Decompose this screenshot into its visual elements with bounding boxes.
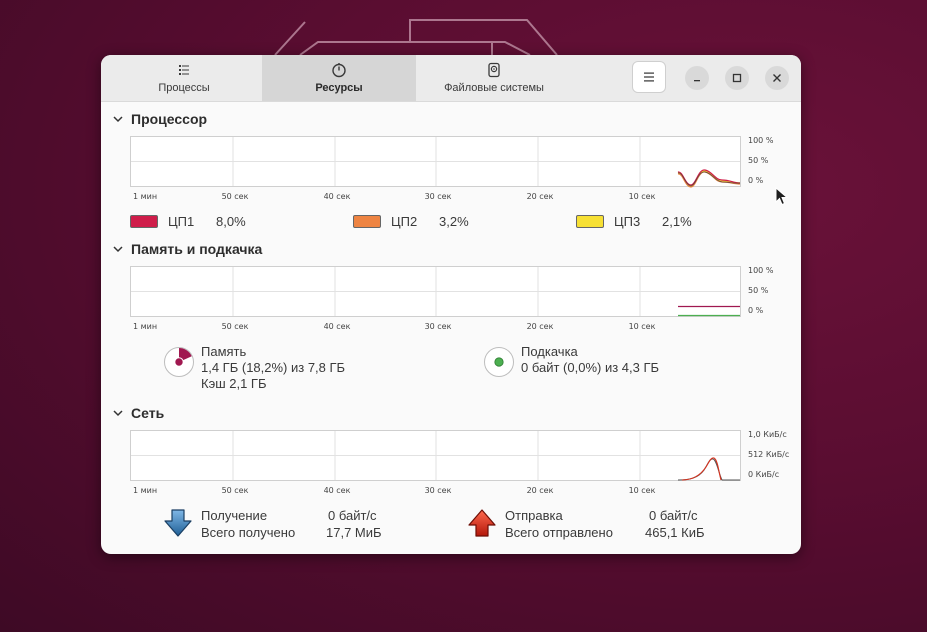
memory-history-graph	[130, 266, 741, 317]
cpu1-legend: ЦП1 8,0%	[130, 214, 246, 229]
hamburger-icon	[644, 72, 654, 82]
memory-label: Память	[201, 344, 247, 359]
cpu-x-label: 20 сек	[526, 192, 554, 201]
send-total-label: Всего отправлено	[505, 525, 613, 540]
memory-y-label: 100 %	[748, 266, 774, 275]
cpu1-name: ЦП1	[168, 214, 195, 229]
cpu-y-label: 0 %	[748, 176, 764, 185]
network-y-label: 512 КиБ/с	[748, 450, 790, 459]
send-total: 465,1 КиБ	[645, 525, 705, 540]
memory-info: Память 1,4 ГБ (18,2%) из 7,8 ГБ Кэш 2,1 …	[163, 344, 345, 392]
send-rate: 0 байт/с	[649, 508, 698, 523]
network-x-label: 50 сек	[221, 486, 249, 495]
network-x-label: 20 сек	[526, 486, 554, 495]
cpu2-value: 3,2%	[439, 214, 469, 229]
memory-x-label: 20 сек	[526, 322, 554, 331]
receive-label: Получение	[201, 508, 268, 523]
memory-pie-icon[interactable]	[163, 346, 195, 378]
chevron-down-icon	[113, 246, 123, 253]
network-history-graph	[130, 430, 741, 481]
receive-total-label: Всего получено	[201, 525, 296, 540]
network-x-label: 10 сек	[628, 486, 656, 495]
tab-resources-label: Ресурсы	[315, 82, 363, 94]
minimize-button[interactable]	[685, 66, 709, 90]
header-bar: Процессы Ресурсы Файловые системы	[101, 55, 801, 102]
network-x-label: 1 мин	[133, 486, 158, 495]
send-label: Отправка	[505, 508, 563, 523]
cpu2-name: ЦП2	[391, 214, 418, 229]
main-menu-button[interactable]	[632, 61, 666, 93]
memory-x-label: 10 сек	[628, 322, 656, 331]
network-x-label: 40 сек	[323, 486, 351, 495]
disk-icon	[488, 62, 500, 78]
cpu-x-label: 50 сек	[221, 192, 249, 201]
cpu2-legend: ЦП2 3,2%	[353, 214, 469, 229]
tab-filesystems-label: Файловые системы	[444, 82, 544, 94]
cpu2-color-swatch[interactable]	[353, 215, 381, 228]
network-x-label: 30 сек	[424, 486, 452, 495]
cpu-section-header[interactable]: Процессор	[111, 110, 207, 128]
list-icon	[179, 65, 189, 75]
receive-rate: 0 байт/с	[328, 508, 377, 523]
memory-usage-wedge	[179, 348, 192, 362]
upload-arrow-icon[interactable]	[467, 508, 497, 538]
cpu1-color-swatch[interactable]	[130, 215, 158, 228]
tab-filesystems[interactable]: Файловые системы	[417, 55, 571, 101]
chevron-down-icon	[113, 116, 123, 123]
memory-x-label: 50 сек	[221, 322, 249, 331]
memory-x-label: 30 сек	[424, 322, 452, 331]
system-monitor-window: Процессы Ресурсы Файловые системы	[101, 55, 801, 554]
cpu-section-title: Процессор	[131, 111, 208, 127]
cpu3-legend: ЦП3 2,1%	[576, 214, 692, 229]
network-y-label: 0 КиБ/с	[748, 470, 780, 479]
mouse-pointer-icon	[775, 187, 789, 206]
receive-total: 17,7 МиБ	[326, 525, 382, 540]
cpu3-value: 2,1%	[662, 214, 692, 229]
maximize-icon	[732, 73, 742, 83]
cpu-y-label: 50 %	[748, 156, 769, 165]
network-section-title: Сеть	[131, 405, 165, 421]
memory-x-label: 1 мин	[133, 322, 158, 331]
memory-x-label: 40 сек	[323, 322, 351, 331]
download-arrow-icon[interactable]	[163, 508, 193, 538]
memory-cache: Кэш 2,1 ГБ	[201, 376, 267, 391]
cpu1-value: 8,0%	[216, 214, 246, 229]
cpu3-color-swatch[interactable]	[576, 215, 604, 228]
tab-processes[interactable]: Процессы	[107, 55, 261, 101]
minimize-icon	[694, 80, 700, 82]
memory-y-label: 50 %	[748, 286, 769, 295]
cpu-x-label: 1 мин	[133, 192, 158, 201]
chevron-down-icon	[113, 410, 123, 417]
swap-label: Подкачка	[521, 344, 578, 359]
memory-y-label: 0 %	[748, 306, 764, 315]
close-icon	[773, 74, 781, 82]
cpu-history-graph	[130, 136, 741, 188]
gauge-icon	[332, 63, 346, 78]
memory-section-title: Память и подкачка	[131, 241, 263, 257]
cpu-x-label: 40 сек	[323, 192, 351, 201]
cpu-x-label: 10 сек	[628, 192, 656, 201]
cpu3-name: ЦП3	[614, 214, 641, 229]
close-button[interactable]	[765, 66, 789, 90]
cpu-x-label: 30 сек	[424, 192, 452, 201]
memory-usage: 1,4 ГБ (18,2%) из 7,8 ГБ	[201, 360, 346, 375]
cpu-y-label: 100 %	[748, 136, 774, 145]
swap-pie-icon[interactable]	[483, 346, 515, 378]
tab-resources[interactable]: Ресурсы	[262, 55, 416, 101]
maximize-button[interactable]	[725, 66, 749, 90]
memory-section-header[interactable]: Память и подкачка	[111, 240, 262, 258]
swap-info: Подкачка 0 байт (0,0%) из 4,3 ГБ	[483, 344, 659, 378]
network-section-header[interactable]: Сеть	[111, 404, 164, 422]
swap-usage: 0 байт (0,0%) из 4,3 ГБ	[521, 360, 660, 375]
tab-processes-label: Процессы	[158, 82, 210, 94]
network-y-label: 1,0 КиБ/с	[748, 430, 787, 439]
